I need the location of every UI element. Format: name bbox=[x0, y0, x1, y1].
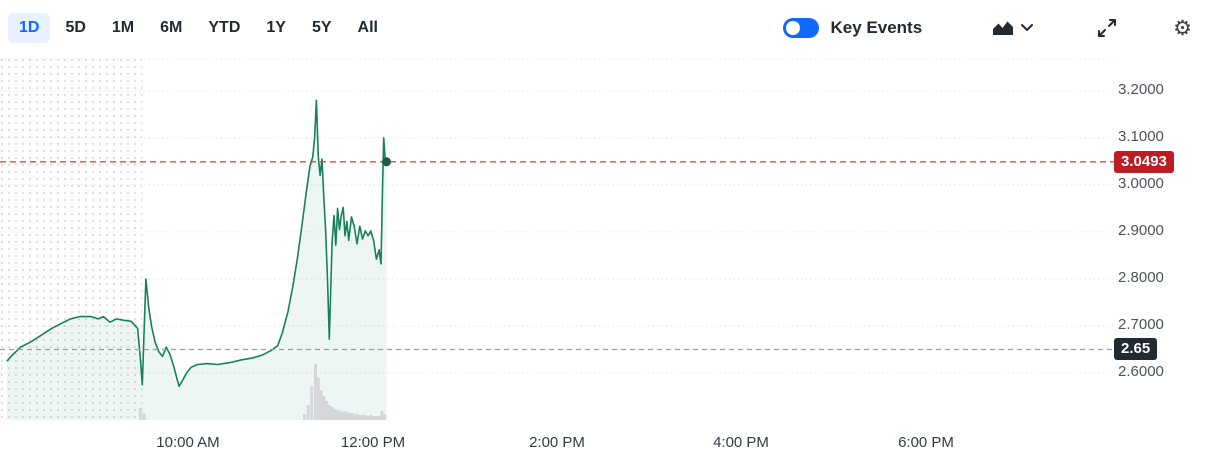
current-price-badge: 3.0493 bbox=[1114, 151, 1174, 173]
key-events-toggle[interactable] bbox=[782, 18, 819, 38]
range-tab-all[interactable]: All bbox=[347, 13, 389, 43]
toggle-knob bbox=[785, 21, 800, 35]
previous-close-badge: 2.65 bbox=[1114, 338, 1158, 360]
range-tab-1m[interactable]: 1M bbox=[101, 13, 145, 43]
price-chart-svg bbox=[0, 58, 1114, 420]
range-tabs: 1D 5D 1M 6M YTD 1Y 5Y All bbox=[0, 13, 389, 43]
chart-type-button[interactable] bbox=[992, 20, 1034, 36]
y-axis-label: 3.2000 bbox=[1118, 81, 1164, 98]
y-axis-label: 2.8000 bbox=[1118, 269, 1164, 286]
settings-button[interactable]: ⚙ bbox=[1173, 18, 1192, 39]
y-axis-label: 2.6000 bbox=[1118, 363, 1164, 380]
range-tab-5d[interactable]: 5D bbox=[54, 13, 96, 43]
chevron-down-icon bbox=[1021, 24, 1034, 31]
range-tab-ytd[interactable]: YTD bbox=[197, 13, 251, 43]
key-events-control: Key Events bbox=[782, 18, 923, 38]
area-chart-icon bbox=[993, 21, 1014, 35]
x-axis-label: 2:00 PM bbox=[529, 434, 585, 451]
chart-area[interactable]: 3.0493 2.65 3.2000 3.1000 3.0000 2.9000 2.80… bbox=[0, 56, 1214, 476]
fullscreen-button[interactable] bbox=[1097, 18, 1117, 38]
key-events-label: Key Events bbox=[830, 18, 923, 37]
x-axis-label: 10:00 AM bbox=[156, 434, 220, 451]
gear-icon: ⚙ bbox=[1173, 16, 1192, 40]
y-axis-label: 2.9000 bbox=[1118, 222, 1164, 239]
y-axis-label: 2.7000 bbox=[1118, 316, 1164, 333]
x-axis-label: 6:00 PM bbox=[898, 434, 954, 451]
x-axis-label: 4:00 PM bbox=[713, 434, 769, 451]
y-axis-label: 3.0000 bbox=[1118, 175, 1164, 192]
y-axis-label: 3.1000 bbox=[1118, 128, 1164, 145]
chart-toolbar: 1D 5D 1M 6M YTD 1Y 5Y All Key Events bbox=[0, 0, 1214, 56]
range-tab-5y[interactable]: 5Y bbox=[301, 13, 343, 43]
range-tab-6m[interactable]: 6M bbox=[149, 13, 193, 43]
range-tab-1d[interactable]: 1D bbox=[8, 13, 51, 43]
x-axis-label: 12:00 PM bbox=[340, 434, 406, 451]
toolbar-right: Key Events bbox=[782, 18, 1214, 39]
range-tab-1y[interactable]: 1Y bbox=[255, 13, 297, 43]
expand-icon bbox=[1098, 19, 1117, 37]
